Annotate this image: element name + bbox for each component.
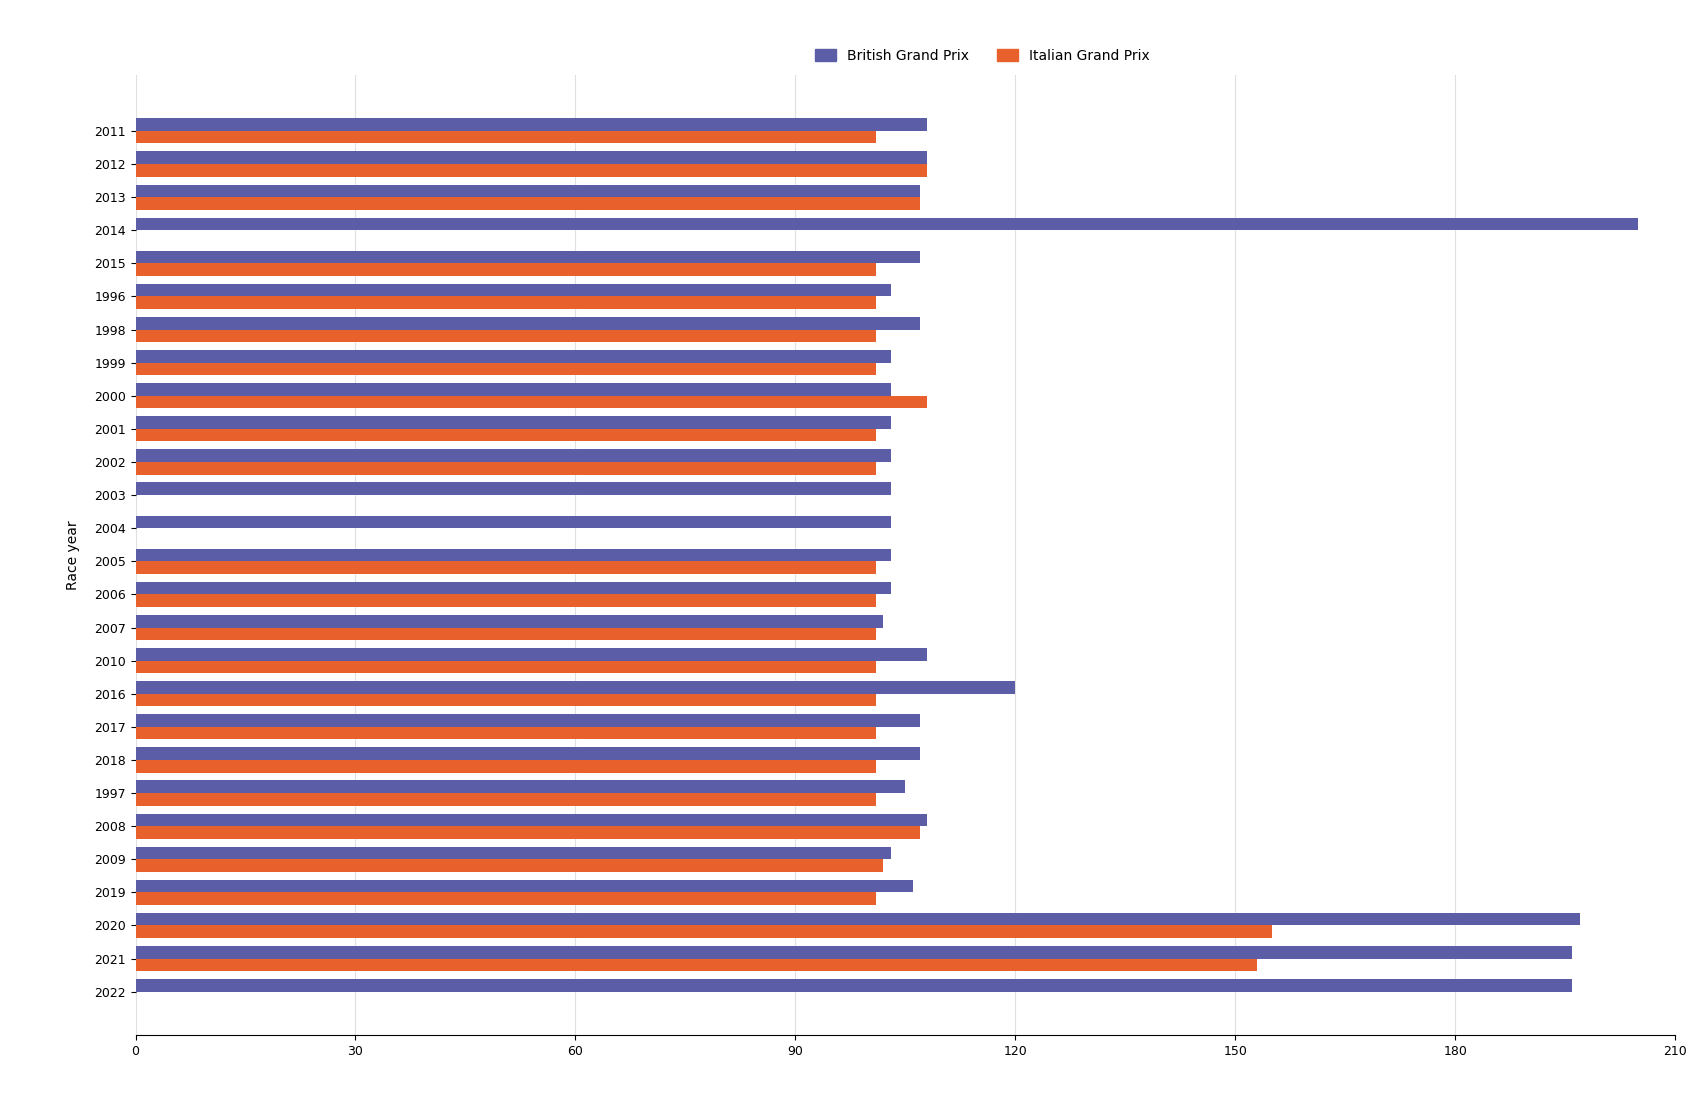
- Bar: [136, 595, 877, 607]
- Bar: [136, 615, 883, 627]
- Bar: [136, 383, 890, 395]
- Bar: [136, 979, 1573, 992]
- Bar: [136, 581, 890, 595]
- Bar: [136, 316, 921, 330]
- Bar: [136, 681, 1016, 694]
- Bar: [136, 185, 921, 197]
- Bar: [136, 330, 877, 342]
- Bar: [136, 814, 928, 826]
- Legend: British Grand Prix, Italian Grand Prix: British Grand Prix, Italian Grand Prix: [810, 43, 1156, 68]
- Bar: [136, 449, 890, 462]
- Bar: [136, 846, 890, 860]
- Bar: [136, 350, 890, 362]
- Bar: [136, 263, 877, 276]
- Bar: [136, 879, 912, 892]
- Bar: [136, 284, 890, 297]
- Bar: [136, 395, 928, 408]
- Bar: [136, 760, 877, 773]
- Bar: [136, 562, 877, 574]
- Bar: [136, 727, 877, 739]
- Bar: [136, 913, 1579, 925]
- Bar: [136, 362, 877, 376]
- Bar: [136, 462, 877, 474]
- Bar: [136, 131, 877, 143]
- Bar: [136, 151, 928, 164]
- Bar: [136, 660, 877, 673]
- Bar: [136, 627, 877, 641]
- Bar: [136, 860, 883, 872]
- Bar: [136, 197, 921, 209]
- Bar: [136, 781, 905, 793]
- Bar: [136, 748, 921, 760]
- Bar: [136, 892, 877, 904]
- Bar: [136, 429, 877, 441]
- Bar: [136, 297, 877, 309]
- Bar: [136, 118, 928, 131]
- Bar: [136, 694, 877, 706]
- Y-axis label: Race year: Race year: [66, 520, 80, 590]
- Bar: [136, 826, 921, 839]
- Bar: [136, 925, 1271, 938]
- Bar: [136, 549, 890, 562]
- Bar: [136, 483, 890, 495]
- Bar: [136, 793, 877, 806]
- Bar: [136, 218, 1639, 230]
- Bar: [136, 251, 921, 263]
- Bar: [136, 958, 1258, 971]
- Bar: [136, 946, 1573, 958]
- Bar: [136, 164, 928, 176]
- Bar: [136, 416, 890, 429]
- Bar: [136, 516, 890, 528]
- Bar: [136, 714, 921, 727]
- Bar: [136, 648, 928, 660]
